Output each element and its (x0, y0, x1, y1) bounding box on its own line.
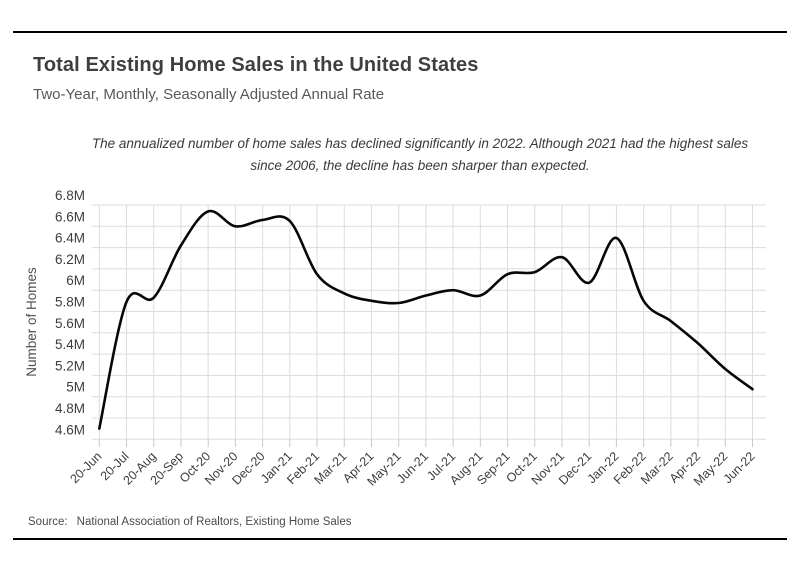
y-tick-label: 6.6M (55, 209, 85, 224)
axis-layer: 6.8M 6.6M 6.4M 6.2M 6M 5.8M 5.6M 5.4M 5.2M 5M 4.8M… (55, 188, 758, 489)
series-line (98, 209, 754, 430)
y-tick-label: 4.8M (55, 401, 85, 416)
grid-layer (92, 204, 766, 447)
chart-annotation: The annualized number of home sales has … (60, 133, 780, 177)
bottom-rule (13, 538, 787, 540)
y-tick-label: 5.8M (55, 295, 85, 310)
annotation-line-1: The annualized number of home sales has … (91, 136, 749, 151)
y-tick-label: 5.6M (55, 316, 85, 331)
y-axis-title: Number of Homes (24, 267, 39, 377)
page-subtitle: Two-Year, Monthly, Seasonally Adjusted A… (33, 86, 385, 103)
annotation-line-2: since 2006, the decline has been sharper… (250, 158, 590, 173)
y-tick-label: 4.6M (55, 422, 85, 437)
source-note: Source: National Association of Realtors,… (28, 516, 352, 528)
y-tick-label: 5.2M (55, 358, 85, 373)
y-tick-label: 6.8M (55, 188, 85, 203)
top-rule (13, 31, 787, 33)
y-tick-label: 5M (66, 380, 85, 395)
y-tick-label: 5.4M (55, 337, 85, 352)
x-tick-label: 20-Jun (67, 449, 104, 486)
series-layer (98, 209, 754, 430)
y-tick-label: 6.2M (55, 252, 85, 267)
y-tick-label: 6M (66, 273, 85, 288)
page-title: Total Existing Home Sales in the United … (33, 54, 479, 76)
source-label: Source: (28, 516, 68, 528)
source-text: National Association of Realtors, Existi… (76, 516, 352, 528)
x-tick-label: Jun-21 (394, 449, 431, 486)
y-tick-label: 6.4M (55, 231, 85, 246)
x-tick-label: Jun-22 (721, 449, 758, 486)
